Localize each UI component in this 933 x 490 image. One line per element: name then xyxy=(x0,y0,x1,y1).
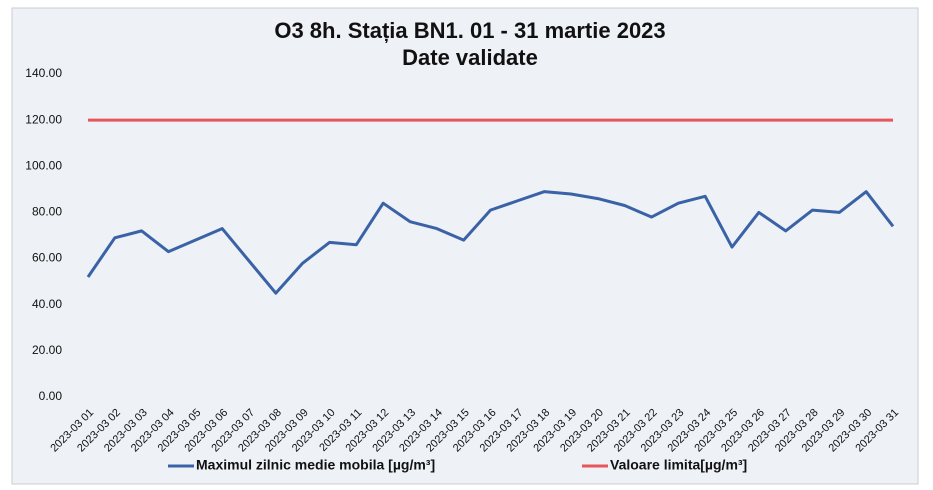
y-tick-label: 20.00 xyxy=(32,343,62,357)
y-tick-label: 120.00 xyxy=(25,112,62,126)
y-tick-label: 60.00 xyxy=(32,251,62,265)
y-tick-label: 40.00 xyxy=(32,297,62,311)
data-line xyxy=(86,190,895,295)
legend-label: Valoare limita[µg/m³] xyxy=(610,457,747,473)
y-tick-label: 80.00 xyxy=(32,205,62,219)
y-tick-label: 100.00 xyxy=(25,158,62,172)
chart-subtitle: Date validate xyxy=(402,45,538,70)
chart-title: O3 8h. Stația BN1. 01 - 31 martie 2023 xyxy=(274,18,665,43)
y-tick-label: 0.00 xyxy=(39,389,63,403)
legend-label: Maximul zilnic medie mobila [µg/m³] xyxy=(196,457,435,473)
y-tick-label: 140.00 xyxy=(25,66,62,80)
